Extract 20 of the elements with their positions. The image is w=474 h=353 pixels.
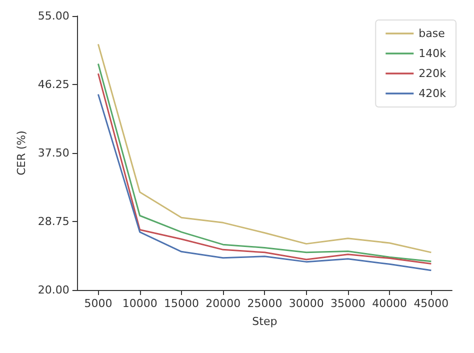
legend-label: 420k <box>418 87 447 100</box>
x-tick-label: 45000 <box>414 297 449 310</box>
y-tick-label: 55.00 <box>38 10 70 22</box>
x-tick-label: 15000 <box>164 297 199 310</box>
legend-label: 140k <box>418 47 447 60</box>
x-tick-label: 5000 <box>84 297 112 310</box>
x-tick-label: 10000 <box>122 297 158 310</box>
y-tick-label: 46.25 <box>38 78 70 91</box>
x-tick-label: 25000 <box>247 297 282 310</box>
x-tick-label: 35000 <box>330 297 366 310</box>
x-tick-label: 20000 <box>206 297 241 310</box>
legend-label: base <box>418 27 446 40</box>
x-tick-label: 30000 <box>288 297 324 310</box>
y-axis-title: CER (%) <box>15 130 28 176</box>
y-tick-label: 20.00 <box>38 284 70 296</box>
legend-label: 220k <box>418 67 447 80</box>
y-tick-label: 28.75 <box>38 215 70 228</box>
y-tick-label: 37.50 <box>38 146 70 160</box>
x-tick-label: 40000 <box>372 297 408 310</box>
x-axis-title: Step <box>252 315 278 328</box>
